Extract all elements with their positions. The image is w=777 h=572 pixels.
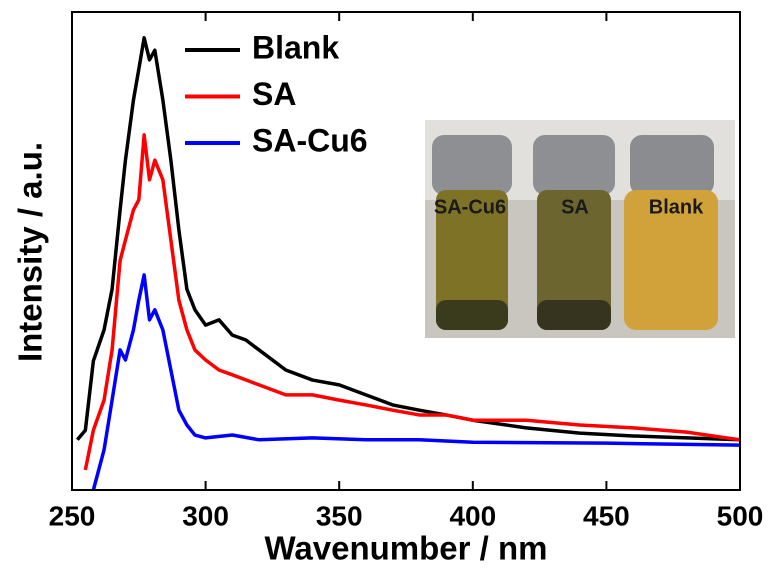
legend-label: SA-Cu6 [252,122,368,158]
inset-photo: SA-Cu6 SA Blank [425,120,735,338]
jar [624,135,718,330]
jar [432,135,512,330]
x-axis-title: Wavenumber / nm [265,530,548,567]
x-tick-label: 300 [182,500,229,531]
inset-label: SA-Cu6 [434,196,506,218]
jar [533,135,615,330]
x-tick-label: 500 [717,500,764,531]
legend-label: Blank [252,29,339,65]
inset-label: Blank [649,196,704,218]
legend-label: SA [252,76,296,112]
x-tick-label: 450 [583,500,630,531]
x-tick-label: 350 [316,500,363,531]
x-tick-label: 400 [449,500,496,531]
x-tick-label: 250 [49,500,96,531]
chart: SA-Cu6 SA Blank Wavenumber / nm Intensit… [0,0,777,572]
inset-label: SA [561,196,589,218]
y-axis-title: Intensity / a.u. [12,142,49,362]
